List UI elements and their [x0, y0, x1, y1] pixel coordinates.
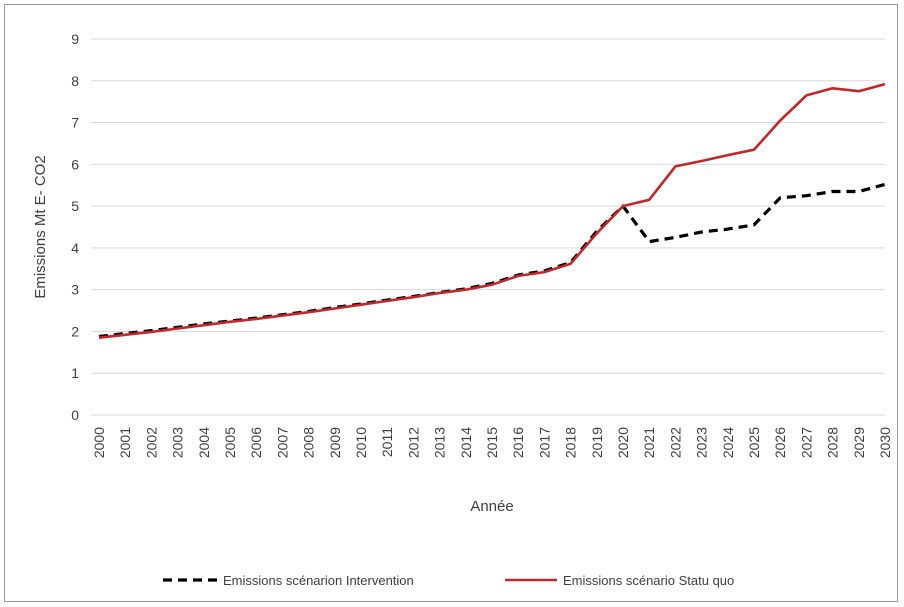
y-tick-label: 7 — [71, 115, 79, 131]
x-tick-label: 2028 — [825, 427, 841, 458]
x-tick-label: 2021 — [641, 427, 657, 458]
y-tick-label: 9 — [71, 31, 79, 47]
x-tick-label: 2001 — [117, 427, 133, 458]
y-tick-label: 4 — [71, 240, 79, 256]
legend: Emissions scénarion Intervention Emissio… — [163, 573, 734, 588]
x-tick-label: 2030 — [877, 427, 893, 458]
x-tick-label: 2020 — [615, 427, 631, 458]
x-tick-label: 2017 — [536, 427, 552, 458]
x-tick-label: 2016 — [510, 427, 526, 458]
y-tick-label: 0 — [71, 407, 79, 423]
series-line-0 — [98, 182, 886, 339]
x-tick-label: 2002 — [143, 427, 159, 458]
x-tick-label: 2014 — [458, 427, 474, 458]
y-tick-label: 3 — [71, 282, 79, 298]
y-axis-title: Emissions Mt E- CO2 — [32, 155, 49, 298]
x-tick-label: 2010 — [353, 427, 369, 458]
x-tick-label: 2024 — [720, 427, 736, 458]
gridlines — [91, 38, 885, 374]
x-tick-label: 2015 — [484, 427, 500, 458]
x-tick-label: 2000 — [91, 427, 107, 458]
x-tick-label: 2003 — [170, 427, 186, 458]
y-tick-label: 2 — [71, 323, 79, 339]
x-tick-label: 2009 — [327, 427, 343, 458]
y-tick-label: 6 — [71, 156, 79, 172]
x-tick-label: 2022 — [667, 427, 683, 458]
x-tick-label: 2029 — [851, 427, 867, 458]
x-tick-label: 2006 — [248, 427, 264, 458]
legend-label-intervention: Emissions scénarion Intervention — [223, 573, 414, 588]
x-tick-label: 2007 — [274, 427, 290, 458]
x-tick-label: 2012 — [405, 427, 421, 458]
y-axis-ticks: 0 1 2 3 4 5 6 7 8 9 — [71, 31, 79, 423]
x-tick-label: 2018 — [563, 427, 579, 458]
x-axis-ticks: 2000 2001 2002 2003 2004 2005 2006 2007 2008 2009… — [91, 427, 893, 458]
x-tick-label: 2023 — [694, 427, 710, 458]
series-line-1 — [98, 82, 886, 339]
y-tick-label: 1 — [71, 365, 79, 381]
x-axis-title: Année — [470, 498, 513, 515]
x-tick-label: 2004 — [196, 427, 212, 458]
x-tick-label: 2025 — [746, 427, 762, 458]
x-tick-label: 2026 — [772, 427, 788, 458]
y-tick-label: 5 — [71, 198, 79, 214]
legend-label-statu-quo: Emissions scénario Statu quo — [563, 573, 734, 588]
x-tick-label: 2008 — [301, 427, 317, 458]
x-tick-label: 2011 — [379, 427, 395, 457]
x-tick-label: 2019 — [589, 427, 605, 458]
series-lines — [98, 82, 886, 339]
x-tick-label: 2013 — [432, 427, 448, 458]
x-tick-label: 2005 — [222, 427, 238, 458]
x-tick-label: 2027 — [798, 427, 814, 458]
y-tick-label: 8 — [71, 73, 79, 89]
